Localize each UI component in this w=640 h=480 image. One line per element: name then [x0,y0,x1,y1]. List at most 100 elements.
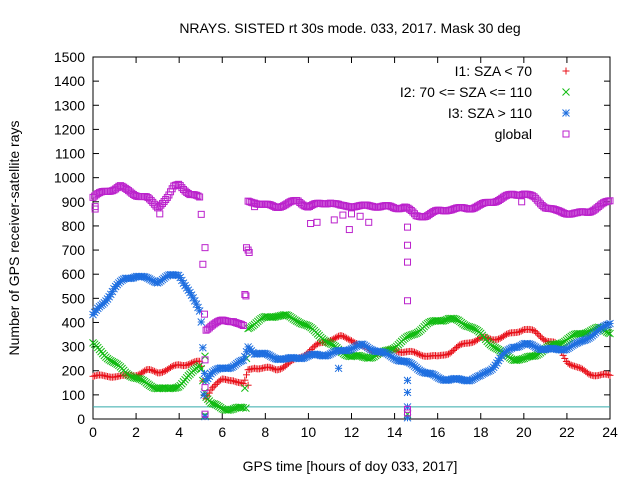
x-tick-label: 8 [261,424,269,440]
data-point [197,210,205,218]
outlier-point [404,409,412,417]
x-tick-label: 10 [301,424,317,440]
data-point [273,312,282,321]
data-point [495,335,503,343]
outlier-point [245,248,253,256]
y-tick-label: 1300 [54,97,85,113]
legend-label: I3: SZA > 110 [448,105,532,121]
data-point [212,380,220,388]
data-point [309,344,317,352]
data-point [344,335,352,343]
data-point [606,371,614,379]
data-point [200,310,208,318]
data-point [238,321,246,329]
outlier-point [330,216,338,224]
data-point [537,333,545,341]
data-point [447,314,456,323]
data-point [187,291,196,299]
data-point [528,352,537,360]
data-point [561,354,569,362]
data-point [188,359,196,367]
data-point [566,360,574,368]
data-point [241,376,249,384]
data-point [443,351,451,359]
data-point [275,366,283,374]
data-point [349,338,357,346]
legend-marker [562,109,570,117]
data-point [276,365,284,373]
outlier-point [307,220,315,228]
data-point [149,367,157,375]
y-tick-label: 800 [62,218,86,234]
y-tick-label: 900 [62,194,86,210]
data-point [205,389,213,397]
y-axis: 0 100 200 300 400 500 600 700 800 900 1000 1100 1200… [54,49,610,427]
data-point [457,340,465,348]
y-tick-label: 600 [62,266,86,282]
outlier-point [404,223,412,231]
y-axis-label: Number of GPS receiver-satellite rays [6,121,22,356]
y-tick-label: 1400 [54,73,85,89]
x-tick-label: 22 [559,424,575,440]
data-point [150,367,158,375]
data-point [199,343,207,352]
outlier-point [404,258,412,266]
legend-label: I1: SZA < 70 [455,63,533,79]
outlier-point [403,388,412,397]
data-point [411,348,419,356]
outlier-point [242,404,250,412]
data-point [197,364,206,373]
outlier-point [201,410,209,418]
data-point [199,260,207,268]
data-point [532,328,540,336]
data-point [493,336,501,344]
data-point [129,373,138,382]
data-point [535,331,543,339]
data-point [448,348,456,356]
data-point [517,327,525,335]
series-i3-sza-110 [89,270,614,422]
data-point [451,345,459,353]
data-point [141,367,149,375]
data-point [270,365,278,373]
legend-marker [562,130,570,138]
x-tick-label: 2 [132,424,140,440]
data-point [158,368,166,376]
data-point [417,351,425,359]
outlier-point [403,413,412,422]
x-axis: 0 2 4 6 8 10 12 14 16 18 20 22 24 [89,57,618,440]
outlier-point [339,211,347,219]
data-point [501,331,509,339]
outlier-point [201,352,209,361]
outlier-point [156,210,164,218]
x-tick-label: 12 [344,424,360,440]
outlier-point [356,212,364,220]
outlier-point [404,241,412,249]
data-point [217,376,225,384]
data-point [168,362,176,370]
data-point [339,332,347,340]
outlier-point [348,210,355,218]
data-point [209,384,217,392]
legend-marker [562,67,570,75]
data-point [271,312,280,321]
x-tick-label: 6 [218,424,226,440]
data-point [412,349,420,357]
outlier-point [242,292,250,300]
data-point [131,374,139,382]
data-point [267,364,275,372]
outlier-point [200,391,208,399]
data-point [516,328,524,336]
data-point [449,346,457,354]
outlier-point [403,410,412,419]
y-tick-label: 500 [62,290,86,306]
data-point [519,326,527,334]
x-tick-label: 20 [516,424,532,440]
x-axis-label: GPS time [hours of doy 033, 2017] [243,458,458,474]
y-tick-label: 1500 [54,49,85,65]
data-point [409,348,417,356]
data-point [533,329,541,337]
y-tick-label: 700 [62,242,86,258]
data-point [241,384,249,392]
data-point [239,322,247,330]
